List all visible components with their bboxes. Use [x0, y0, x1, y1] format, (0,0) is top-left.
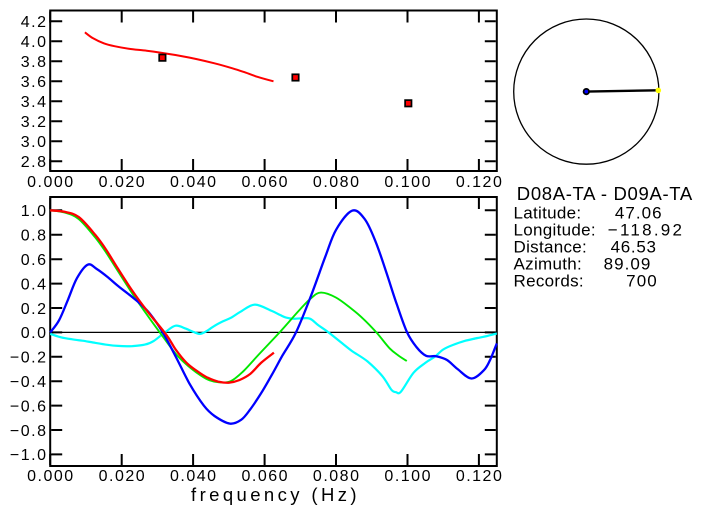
svg-text:−0.6: −0.6 [10, 398, 48, 415]
svg-text:0.020: 0.020 [99, 468, 147, 485]
svg-text:−1.0: −1.0 [10, 447, 48, 464]
svg-text:0.8: 0.8 [21, 228, 48, 245]
svg-text:3.6: 3.6 [21, 74, 48, 91]
svg-text:0.040: 0.040 [170, 174, 218, 191]
svg-text:Distance:: Distance: [514, 238, 588, 257]
svg-text:3.4: 3.4 [21, 94, 48, 111]
svg-text:3.2: 3.2 [21, 114, 48, 131]
svg-text:0.100: 0.100 [384, 468, 432, 485]
svg-text:1.0: 1.0 [21, 203, 48, 220]
svg-text:0.000: 0.000 [27, 174, 75, 191]
svg-text:3.8: 3.8 [21, 54, 48, 71]
svg-text:4.0: 4.0 [21, 34, 48, 51]
svg-text:4.2: 4.2 [21, 14, 48, 31]
svg-text:frequency (Hz): frequency (Hz) [191, 484, 360, 505]
svg-text:700: 700 [626, 272, 658, 291]
svg-text:0.080: 0.080 [313, 174, 361, 191]
svg-text:2.8: 2.8 [21, 154, 48, 171]
svg-text:D08A-TA - D09A-TA: D08A-TA - D09A-TA [517, 183, 693, 204]
svg-text:−0.8: −0.8 [10, 423, 48, 440]
svg-text:Azimuth:: Azimuth: [514, 255, 583, 274]
svg-text:0.0: 0.0 [21, 325, 48, 342]
svg-text:47.06: 47.06 [615, 204, 663, 223]
svg-text:0.6: 0.6 [21, 252, 48, 269]
svg-text:0.120: 0.120 [456, 468, 504, 485]
svg-text:−0.2: −0.2 [10, 350, 48, 367]
svg-text:3.0: 3.0 [21, 134, 48, 151]
svg-text:0.120: 0.120 [456, 174, 504, 191]
svg-text:0.040: 0.040 [170, 468, 218, 485]
svg-text:46.53: 46.53 [611, 238, 657, 257]
svg-text:−0.4: −0.4 [10, 374, 48, 391]
svg-text:0.060: 0.060 [242, 468, 290, 485]
svg-text:Latitude:: Latitude: [514, 204, 582, 223]
svg-text:89.09: 89.09 [604, 255, 652, 274]
svg-text:0.000: 0.000 [27, 468, 75, 485]
svg-text:−118.92: −118.92 [608, 221, 684, 240]
svg-text:0.080: 0.080 [313, 468, 361, 485]
svg-text:0.2: 0.2 [21, 301, 48, 318]
svg-text:Longitude:: Longitude: [514, 221, 596, 240]
svg-text:0.060: 0.060 [242, 174, 290, 191]
svg-text:0.100: 0.100 [384, 174, 432, 191]
svg-text:0.020: 0.020 [99, 174, 147, 191]
svg-text:0.4: 0.4 [21, 276, 48, 293]
svg-text:Records:: Records: [514, 272, 584, 291]
